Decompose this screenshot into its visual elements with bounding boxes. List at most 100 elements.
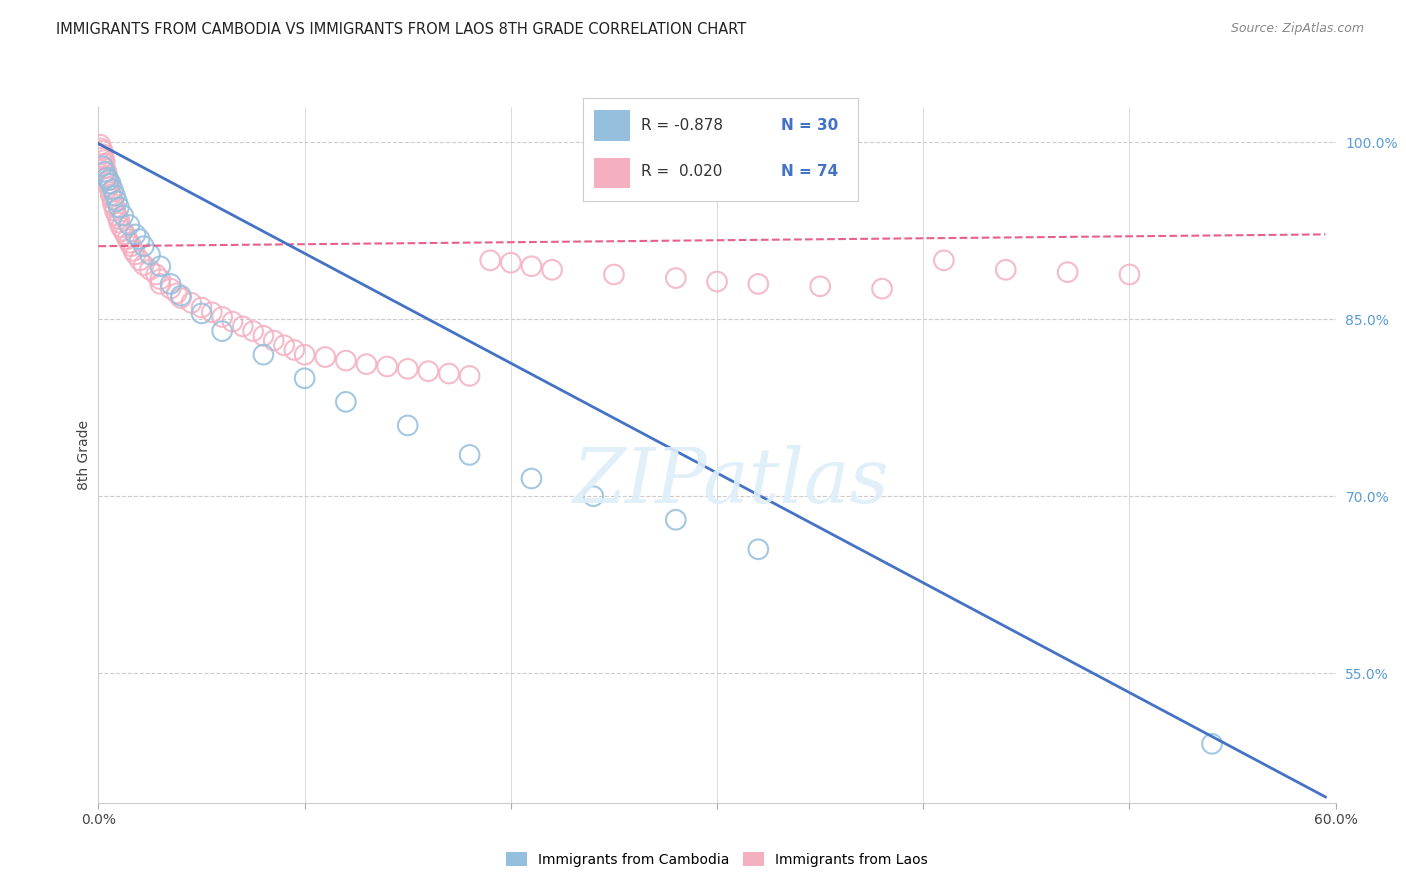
- Bar: [595, 111, 630, 141]
- Text: N = 30: N = 30: [780, 119, 838, 133]
- Point: [89, 141, 111, 155]
- Text: IMMIGRANTS FROM CAMBODIA VS IMMIGRANTS FROM LAOS 8TH GRADE CORRELATION CHART: IMMIGRANTS FROM CAMBODIA VS IMMIGRANTS F…: [56, 22, 747, 37]
- Text: R = -0.878: R = -0.878: [641, 119, 723, 133]
- Point: [100, 185, 122, 199]
- Point: [108, 216, 131, 230]
- Point: [101, 192, 124, 206]
- Point: [211, 324, 233, 338]
- Point: [145, 268, 167, 282]
- Point: [665, 271, 688, 285]
- Point: [263, 334, 285, 348]
- Point: [112, 224, 135, 238]
- Text: R =  0.020: R = 0.020: [641, 164, 723, 179]
- Point: [335, 353, 357, 368]
- Point: [170, 289, 193, 303]
- Point: [93, 165, 115, 179]
- Point: [665, 513, 688, 527]
- Point: [91, 159, 114, 173]
- Point: [808, 279, 831, 293]
- Point: [520, 471, 543, 485]
- Point: [396, 361, 419, 376]
- Point: [335, 395, 357, 409]
- Point: [118, 235, 141, 250]
- Point: [149, 272, 172, 286]
- Point: [603, 268, 626, 282]
- Text: N = 74: N = 74: [780, 164, 838, 179]
- Point: [166, 286, 188, 301]
- Point: [104, 188, 127, 202]
- Point: [1056, 265, 1078, 279]
- Point: [97, 177, 120, 191]
- Point: [211, 310, 233, 324]
- Point: [139, 262, 162, 277]
- Point: [479, 253, 502, 268]
- Point: [149, 277, 172, 291]
- Legend: Immigrants from Cambodia, Immigrants from Laos: Immigrants from Cambodia, Immigrants fro…: [501, 847, 934, 872]
- Point: [706, 275, 728, 289]
- Point: [100, 177, 122, 191]
- Point: [159, 277, 181, 291]
- Point: [96, 165, 118, 179]
- Point: [252, 328, 274, 343]
- Point: [418, 364, 440, 378]
- Point: [356, 357, 378, 371]
- Point: [97, 180, 120, 194]
- Point: [117, 232, 139, 246]
- Point: [396, 418, 419, 433]
- Point: [252, 348, 274, 362]
- Point: [132, 258, 155, 272]
- Point: [458, 448, 481, 462]
- Point: [105, 194, 128, 209]
- Point: [747, 277, 769, 291]
- Point: [124, 247, 146, 261]
- Point: [170, 291, 193, 305]
- Point: [870, 282, 893, 296]
- Point: [437, 367, 460, 381]
- Point: [105, 209, 128, 223]
- Point: [124, 227, 146, 242]
- Point: [110, 220, 132, 235]
- Point: [375, 359, 398, 374]
- Point: [932, 253, 955, 268]
- Point: [541, 262, 564, 277]
- Text: Source: ZipAtlas.com: Source: ZipAtlas.com: [1230, 22, 1364, 36]
- Point: [283, 343, 305, 357]
- Point: [97, 173, 120, 187]
- Point: [101, 196, 124, 211]
- Point: [91, 151, 114, 165]
- Point: [118, 218, 141, 232]
- Point: [128, 232, 150, 246]
- Point: [994, 262, 1017, 277]
- Point: [201, 305, 224, 319]
- Point: [294, 371, 316, 385]
- Point: [96, 170, 118, 185]
- Y-axis label: 8th Grade: 8th Grade: [77, 420, 91, 490]
- Point: [190, 306, 212, 320]
- Point: [93, 161, 115, 176]
- Point: [221, 315, 243, 329]
- Point: [112, 209, 135, 223]
- Point: [180, 295, 202, 310]
- Point: [114, 227, 136, 242]
- Point: [93, 156, 115, 170]
- Point: [159, 282, 181, 296]
- Point: [232, 319, 254, 334]
- Text: ZIPatlas: ZIPatlas: [572, 445, 890, 518]
- Point: [100, 188, 122, 202]
- Point: [128, 253, 150, 268]
- Point: [314, 350, 336, 364]
- Point: [294, 348, 316, 362]
- Point: [97, 173, 120, 187]
- Point: [458, 368, 481, 383]
- Point: [520, 259, 543, 273]
- Point: [139, 247, 162, 261]
- Point: [96, 169, 118, 183]
- Point: [104, 203, 127, 218]
- Point: [93, 153, 115, 167]
- Point: [91, 144, 114, 158]
- Point: [190, 301, 212, 315]
- Point: [122, 244, 145, 258]
- Point: [582, 489, 605, 503]
- Point: [101, 183, 124, 197]
- Point: [242, 324, 264, 338]
